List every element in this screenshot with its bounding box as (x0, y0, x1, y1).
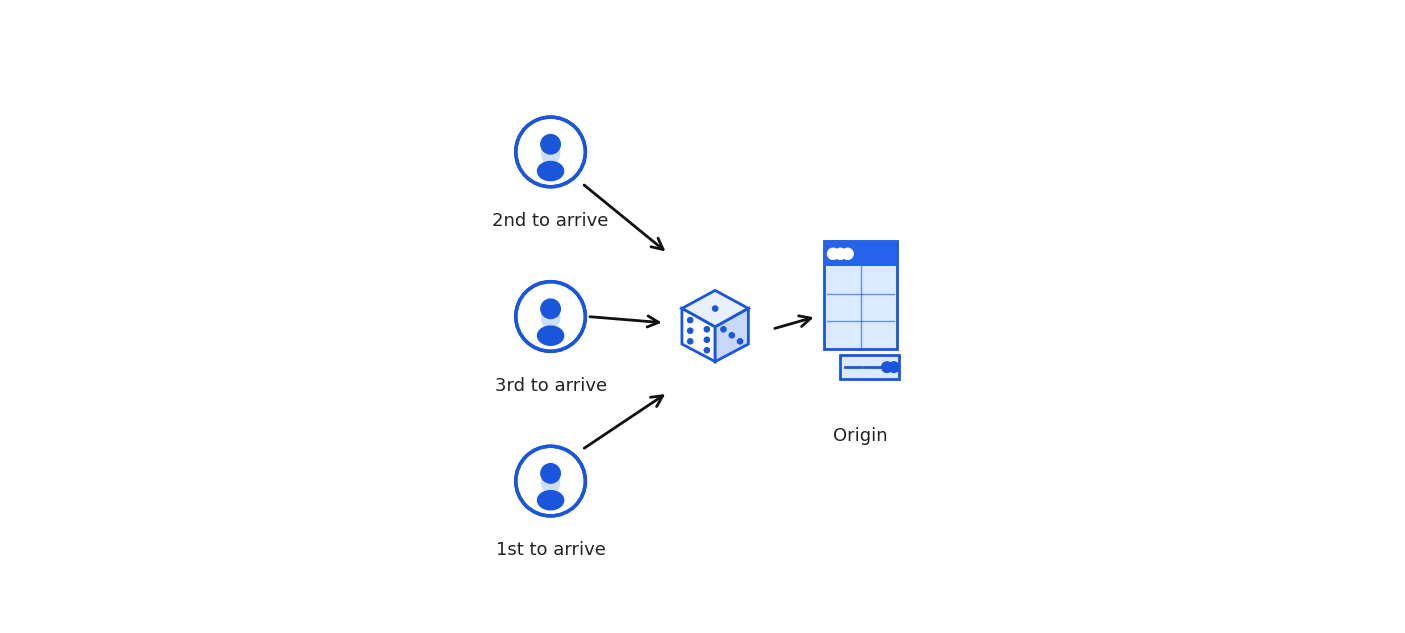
Circle shape (516, 117, 586, 187)
FancyBboxPatch shape (840, 355, 899, 379)
Polygon shape (715, 308, 749, 361)
FancyArrowPatch shape (590, 316, 659, 327)
Circle shape (687, 318, 693, 323)
Circle shape (541, 135, 561, 154)
FancyBboxPatch shape (825, 241, 898, 349)
Ellipse shape (541, 472, 559, 494)
Circle shape (704, 327, 710, 332)
Circle shape (704, 337, 710, 342)
Circle shape (712, 306, 718, 311)
Ellipse shape (538, 326, 563, 345)
Circle shape (882, 362, 892, 372)
Circle shape (729, 333, 735, 338)
Text: Origin: Origin (833, 427, 888, 445)
FancyArrowPatch shape (584, 185, 663, 249)
Text: 1st to arrive: 1st to arrive (496, 541, 606, 559)
Ellipse shape (541, 308, 559, 329)
Circle shape (888, 362, 899, 372)
Circle shape (738, 339, 743, 344)
Circle shape (721, 327, 726, 332)
Circle shape (687, 328, 693, 334)
FancyArrowPatch shape (774, 316, 811, 329)
Circle shape (828, 248, 839, 260)
Ellipse shape (541, 143, 559, 165)
Circle shape (687, 339, 693, 344)
Circle shape (541, 299, 561, 318)
Polygon shape (681, 291, 749, 327)
Circle shape (704, 348, 710, 353)
Polygon shape (681, 308, 715, 361)
Ellipse shape (538, 491, 563, 510)
Ellipse shape (538, 161, 563, 180)
Circle shape (516, 446, 586, 516)
Circle shape (835, 248, 846, 260)
Circle shape (842, 248, 853, 260)
Circle shape (516, 282, 586, 351)
FancyBboxPatch shape (825, 241, 898, 266)
Text: 3rd to arrive: 3rd to arrive (495, 377, 607, 394)
Circle shape (541, 463, 561, 483)
Text: 2nd to arrive: 2nd to arrive (492, 212, 608, 230)
FancyArrowPatch shape (584, 396, 663, 448)
